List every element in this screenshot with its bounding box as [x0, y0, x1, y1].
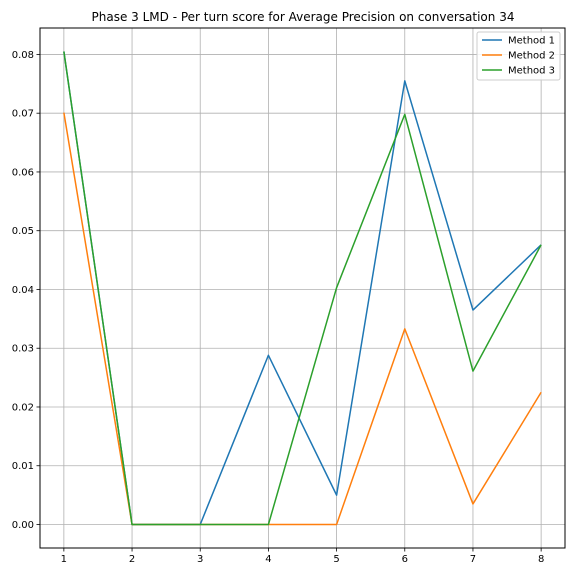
y-tick-label: 0.00: [12, 520, 34, 531]
x-tick-label: 2: [129, 554, 135, 565]
x-tick-label: 3: [197, 554, 203, 565]
x-tick-label: 5: [333, 554, 339, 565]
x-tick-label: 6: [402, 554, 408, 565]
y-tick-label: 0.06: [12, 167, 34, 178]
axis-ticks: 1 2 3 4 5 6 7 8 0.00 0.01 0.02 0.03 0.04 0.05 0.06 0.07…: [12, 50, 545, 565]
y-tick-label: 0.07: [12, 109, 34, 120]
y-tick-label: 0.08: [12, 50, 34, 61]
series-lines: [63, 51, 542, 526]
y-tick-label: 0.04: [12, 285, 34, 296]
legend-label-method-2: Method 2: [508, 51, 555, 62]
chart-title: Phase 3 LMD - Per turn score for Average…: [92, 10, 515, 24]
plot-area-frame: [39, 27, 566, 549]
legend-label-method-1: Method 1: [508, 36, 555, 47]
y-tick-label: 0.02: [12, 402, 34, 413]
y-tick-label: 0.03: [12, 344, 34, 355]
legend-label-method-3: Method 3: [508, 66, 555, 77]
x-tick-label: 7: [470, 554, 476, 565]
y-tick-label: 0.05: [12, 226, 34, 237]
x-tick-label: 8: [538, 554, 544, 565]
series-line-method-3: [63, 51, 542, 526]
legend-box: [476, 31, 561, 81]
y-tick-label: 0.01: [12, 461, 34, 472]
x-tick-label: 1: [61, 554, 67, 565]
legend: Method 1 Method 2 Method 3: [476, 31, 561, 81]
x-tick-label: 4: [265, 554, 271, 565]
